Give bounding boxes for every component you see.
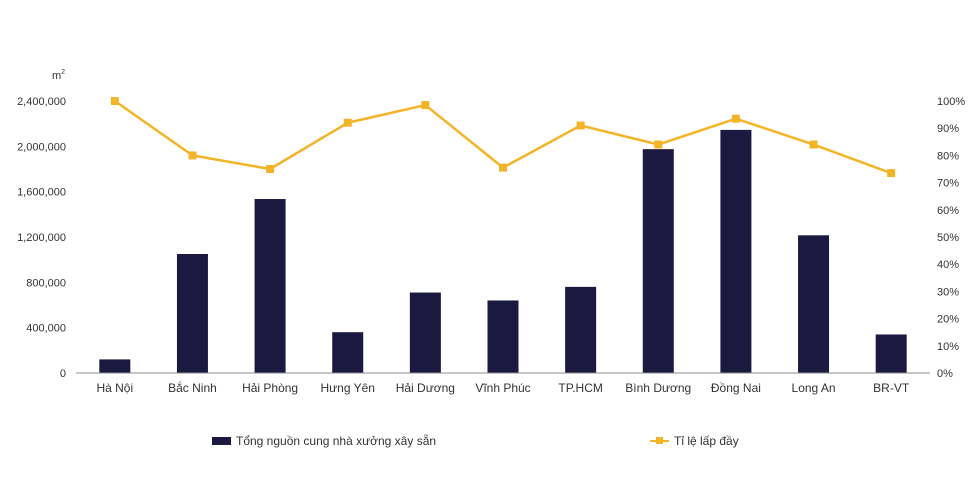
right-tick-label: 20% <box>937 314 959 326</box>
line-marker <box>343 118 352 127</box>
right-y-axis: 0% 10% 20% 30% 40% 50% 60% 70% 80% 90% 100% <box>937 96 965 380</box>
bar <box>875 334 907 373</box>
x-tick-label: Đồng Nai <box>711 381 761 395</box>
x-tick-label: Bắc Ninh <box>168 380 217 395</box>
left-tick-label: 2,000,000 <box>17 141 66 153</box>
x-tick-label: Hải Phòng <box>242 381 298 395</box>
left-tick-label: 1,600,000 <box>17 187 66 199</box>
line-marker <box>809 140 818 149</box>
right-tick-label: 80% <box>937 150 959 162</box>
right-tick-label: 60% <box>937 205 959 217</box>
bar <box>254 199 286 373</box>
bar <box>176 254 208 373</box>
x-tick-label: Bình Dương <box>625 381 691 395</box>
bar <box>798 235 830 373</box>
bar-series <box>99 129 907 373</box>
line-series <box>110 97 896 178</box>
bar <box>720 129 752 373</box>
bar <box>99 359 131 373</box>
line-marker <box>188 151 197 160</box>
line-path <box>114 99 892 175</box>
left-tick-label: 800,000 <box>26 277 66 289</box>
right-tick-label: 40% <box>937 259 959 271</box>
legend: Tổng nguồn cung nhà xưởng xây sẵn Tỉ lệ … <box>212 433 739 448</box>
right-tick-label: 70% <box>937 178 959 190</box>
x-tick-label: Hưng Yên <box>320 381 375 395</box>
right-tick-label: 50% <box>937 232 959 244</box>
left-y-axis: 0 400,000 800,000 1,200,000 1,600,000 2,000,0… <box>17 96 66 380</box>
x-tick-label: Hải Dương <box>396 381 455 395</box>
line-marker <box>499 163 507 172</box>
line-marker <box>654 140 663 149</box>
right-tick-label: 30% <box>937 286 959 298</box>
line-marker <box>421 101 430 110</box>
bar <box>642 149 674 373</box>
line-marker <box>731 114 740 123</box>
right-tick-label: 0% <box>937 368 953 380</box>
x-tick-label: Vĩnh Phúc <box>475 381 530 395</box>
legend-bar-label: Tổng nguồn cung nhà xưởng xây sẵn <box>236 433 436 448</box>
line-marker <box>110 97 119 105</box>
line-marker <box>887 169 896 178</box>
left-tick-label: 1,200,000 <box>17 232 66 244</box>
x-tick-label: Hà Nội <box>96 381 133 395</box>
x-tick-label: Long An <box>792 381 836 395</box>
x-tick-label: TP.HCM <box>558 381 602 395</box>
bar <box>332 332 364 373</box>
line-marker <box>266 165 275 173</box>
right-tick-label: 100% <box>937 96 965 108</box>
bar <box>409 292 441 373</box>
left-tick-label: 400,000 <box>26 323 66 335</box>
bar <box>487 300 519 373</box>
left-tick-label: 2,400,000 <box>17 96 66 108</box>
left-tick-label: 0 <box>60 368 66 380</box>
right-tick-label: 10% <box>937 341 959 353</box>
legend-bar-swatch <box>212 437 231 445</box>
bar <box>565 286 597 373</box>
x-axis-labels: Hà Nội Bắc Ninh Hải Phòng Hưng Yên Hải Dương… <box>96 380 909 395</box>
legend-line-label: Tỉ lệ lấp đầy <box>674 434 739 448</box>
y-unit-label: m2 <box>52 69 65 82</box>
line-marker <box>576 121 585 130</box>
legend-line-marker <box>656 437 663 444</box>
x-tick-label: BR-VT <box>873 381 910 395</box>
right-tick-label: 90% <box>937 123 959 135</box>
